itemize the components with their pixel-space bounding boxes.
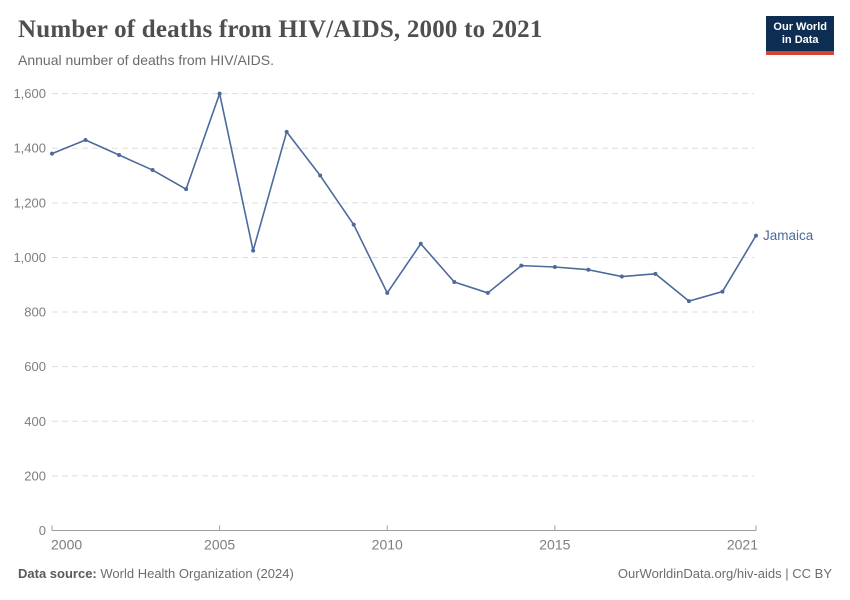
y-axis-tick-label: 1,600 bbox=[13, 86, 46, 101]
data-point[interactable] bbox=[284, 129, 289, 134]
data-point[interactable] bbox=[552, 264, 557, 269]
data-point[interactable] bbox=[653, 271, 658, 276]
data-point[interactable] bbox=[184, 187, 189, 192]
data-point[interactable] bbox=[619, 274, 624, 279]
data-point[interactable] bbox=[686, 299, 691, 304]
data-point[interactable] bbox=[150, 168, 155, 173]
chart-footer: Data source: World Health Organization (… bbox=[18, 566, 832, 582]
y-axis-tick-label: 200 bbox=[24, 468, 46, 483]
data-point[interactable] bbox=[519, 263, 524, 268]
owid-logo-line2: in Data bbox=[781, 34, 819, 46]
data-point[interactable] bbox=[117, 153, 122, 158]
data-point[interactable] bbox=[586, 267, 591, 272]
owid-logo-line1: Our World bbox=[773, 21, 827, 33]
data-source: Data source: World Health Organization (… bbox=[18, 566, 294, 582]
y-axis-tick-label: 800 bbox=[24, 305, 46, 320]
data-point[interactable] bbox=[452, 280, 457, 285]
data-point[interactable] bbox=[83, 138, 88, 143]
data-point[interactable] bbox=[50, 151, 54, 156]
page-title: Number of deaths from HIV/AIDS, 2000 to … bbox=[18, 16, 543, 43]
x-axis-tick-label: 2005 bbox=[204, 537, 235, 553]
data-source-value: World Health Organization (2024) bbox=[100, 566, 294, 581]
y-axis-tick-label: 1,000 bbox=[13, 250, 46, 265]
data-point[interactable] bbox=[217, 91, 222, 96]
series-line bbox=[51, 92, 757, 302]
chart-subtitle: Annual number of deaths from HIV/AIDS. bbox=[18, 52, 275, 68]
y-axis-tick-label: 0 bbox=[39, 523, 46, 538]
data-point[interactable] bbox=[385, 290, 390, 295]
owid-logo[interactable]: Our World in Data bbox=[766, 16, 834, 55]
data-point[interactable] bbox=[418, 241, 423, 246]
x-axis-tick-label: 2015 bbox=[539, 537, 570, 553]
data-point[interactable] bbox=[485, 290, 490, 295]
data-point[interactable] bbox=[318, 173, 323, 178]
x-axis-tick-label: 2000 bbox=[51, 537, 82, 553]
y-axis-tick-label: 400 bbox=[24, 414, 46, 429]
y-axis-tick-label: 1,200 bbox=[13, 195, 46, 210]
data-point[interactable] bbox=[720, 289, 725, 294]
data-point[interactable] bbox=[251, 248, 256, 253]
credit-link[interactable]: OurWorldinData.org/hiv-aids | CC BY bbox=[617, 566, 832, 581]
series-end-label[interactable]: Jamaica bbox=[763, 228, 814, 243]
data-point[interactable] bbox=[351, 222, 356, 227]
y-axis-tick-label: 1,400 bbox=[13, 141, 46, 156]
data-point[interactable] bbox=[754, 233, 758, 238]
y-axis-tick-label: 600 bbox=[24, 359, 46, 374]
x-axis-tick-label: 2010 bbox=[372, 537, 403, 553]
x-axis-tick-label: 2021 bbox=[727, 537, 758, 553]
data-source-label: Data source: bbox=[18, 566, 97, 581]
